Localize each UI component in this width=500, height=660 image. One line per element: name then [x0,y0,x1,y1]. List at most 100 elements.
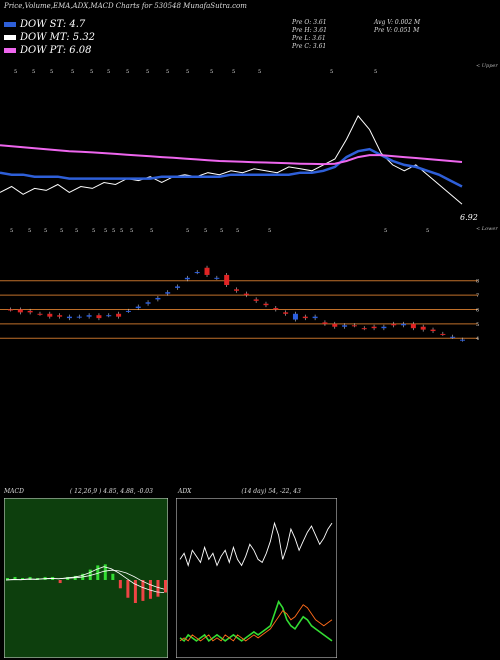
candle-body [302,316,308,319]
adx-header: ADX (14 day) 54, -22, 43 [178,488,301,495]
legend-dow-st: DOW ST: 4.7 [4,19,85,30]
candle-body [37,313,43,315]
legend-swatch [4,22,16,27]
top-marker: 5 [32,69,35,75]
bottom-marker: 5 [204,228,207,234]
bottom-marker: 5 [120,228,123,234]
top-marker: 5 [330,69,333,75]
candle-body [224,274,230,286]
legend-label: DOW ST: 4.7 [20,19,86,30]
bottom-marker: 5 [112,228,115,234]
bottom-marker: 5 [75,228,78,234]
level-tick-label: 4 [476,336,479,342]
legend-dow-mt: DOW MT: 5.32 [4,32,95,43]
bottom-marker: 5 [150,228,153,234]
pre-volume: Pre V: 0.051 M [374,27,420,34]
adx-params: (14 day) 54, -22, 43 [241,488,301,495]
candle-body [430,329,436,332]
bottom-marker: 5 [44,228,47,234]
top-marker: 5 [374,69,377,75]
bottom-marker: 5 [10,228,13,234]
adx-lines [179,521,333,643]
chart-title: Price,Volume,EMA,ADX,MACD Charts for 530… [4,2,247,10]
candle-body [312,316,318,319]
candle-body [381,326,387,329]
level-chart: 8 7 6 5 4 [0,265,479,342]
candle-body [391,323,397,326]
candle-body [27,310,33,313]
candle-body [440,333,446,335]
candle-body [125,310,131,312]
top-marker: 5 [166,69,169,75]
candle-body [175,286,181,288]
bottom-marker: 5 [426,228,429,234]
macd-histogram-bar [21,578,25,580]
candle-body [234,289,239,291]
adx-label: ADX [178,488,192,495]
candle-body [401,323,407,326]
candle-body [450,336,456,338]
top-marker: 5 [126,69,129,75]
bottom-marker: 5 [92,228,95,234]
candle-body [96,315,102,319]
top-marker: 5 [71,69,74,75]
candle-body [263,303,269,306]
bottom-marker: 5 [104,228,107,234]
candle-body [214,277,220,279]
macd-histogram-bar [156,580,160,597]
macd-histogram-bar [96,565,100,580]
macd-lines [5,566,165,593]
bottom-marker: 5 [130,228,133,234]
legend-swatch [4,48,16,53]
bottom-marker: 5 [186,228,189,234]
ohlc-high: Pre H: 3.61 [292,27,327,34]
upper-label: < Upper [476,63,498,69]
macd-histogram-bar [164,580,167,593]
adx-series-line [179,604,333,642]
candles [8,265,465,342]
candle-body [253,299,259,301]
candle-body [351,325,357,327]
macd-histogram-bar [148,580,152,599]
price-series-line [0,144,463,166]
candle-body [57,315,63,317]
macd-histogram-bar [126,580,130,598]
top-markers: 5 5 5 5 5 5 5 5 5 5 5 5 5 5 5 [14,69,377,75]
candle-body [194,272,200,274]
top-marker: 5 [14,69,17,75]
ohlc-open: Pre O: 3.61 [292,19,327,26]
candle-body [332,323,338,327]
macd-histogram-bar [118,580,122,589]
price-series-line [0,147,463,188]
adx-series-line [179,521,333,567]
candle-body [106,315,112,317]
candle-body [420,326,426,330]
macd-histogram-bar [88,569,92,580]
candle-body [135,306,141,309]
avg-volume: Avg V: 0.002 M [374,19,421,26]
adx-background [176,498,337,658]
legend-dow-pt: DOW PT: 6.08 [4,45,92,56]
candle-body [460,339,465,341]
candle-body [116,313,122,317]
bottom-marker: 5 [268,228,271,234]
legend-swatch [4,35,16,40]
bottom-marker: 5 [28,228,31,234]
price-lines [0,114,463,205]
macd-series-line [5,569,165,590]
candle-body [155,297,161,300]
candle-body [371,326,377,329]
top-marker: 5 [232,69,235,75]
legend-label: DOW PT: 6.08 [20,45,92,56]
candle-body [283,312,289,314]
candle-body [145,302,151,304]
top-marker: 5 [210,69,213,75]
level-tick-label: 6 [476,307,479,313]
adx-series-line [179,599,333,643]
bottom-marker: 5 [220,228,223,234]
macd-histogram-bar [141,580,145,601]
candle-body [292,313,298,320]
top-marker: 5 [50,69,53,75]
